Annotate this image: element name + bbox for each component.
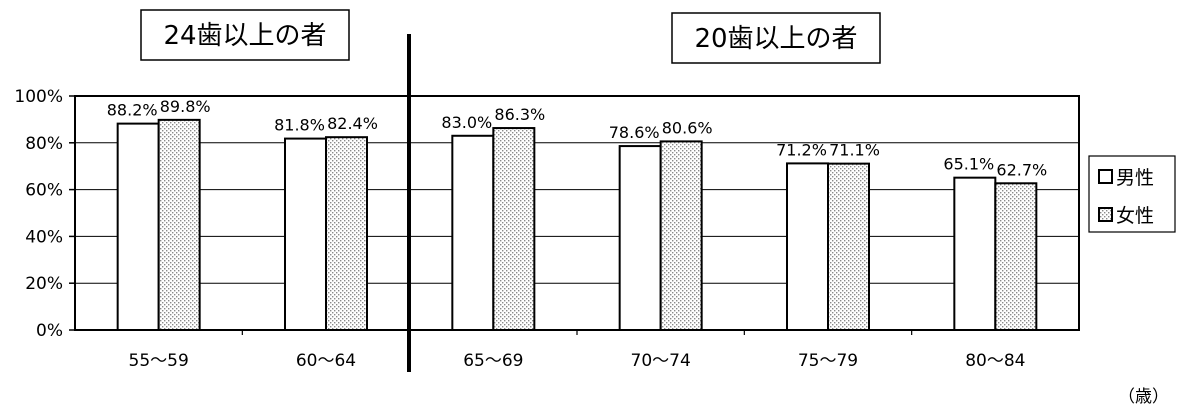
bar-female xyxy=(659,140,703,331)
group-label-2: 20歯以上の者 xyxy=(694,24,857,54)
bar-female xyxy=(157,118,201,331)
legend-label-female: 女性 xyxy=(1116,205,1154,227)
data-label-male: 65.1% xyxy=(943,155,994,174)
group-label-box-2 xyxy=(671,12,881,64)
data-label-female: 80.6% xyxy=(662,118,713,137)
bar-female xyxy=(827,162,870,331)
y-tick-label: 80% xyxy=(25,134,63,154)
bar-female xyxy=(325,136,368,331)
x-category-label: 70～74 xyxy=(631,351,691,371)
bar-male xyxy=(618,145,662,331)
data-label-female: 62.7% xyxy=(996,160,1047,179)
data-label-male: 71.2% xyxy=(776,140,827,159)
data-label-female: 71.1% xyxy=(829,141,880,160)
legend-label-male: 男性 xyxy=(1116,167,1154,189)
y-tick-label: 20% xyxy=(25,274,63,294)
bar-male xyxy=(284,137,327,331)
bar-male xyxy=(451,134,495,331)
legend-swatch-male xyxy=(1098,169,1113,184)
bar-female xyxy=(492,127,536,331)
bar-female xyxy=(994,182,1038,331)
data-label-female: 89.8% xyxy=(160,97,211,116)
bars xyxy=(116,118,1038,331)
x-category-label: 60～64 xyxy=(296,351,356,371)
data-label-male: 81.8% xyxy=(274,116,325,135)
data-label-male: 83.0% xyxy=(441,113,492,132)
group-label-1: 24歯以上の者 xyxy=(163,21,326,51)
group-label-box-1 xyxy=(140,9,350,61)
data-label-female: 82.4% xyxy=(327,114,378,133)
data-label-male: 78.6% xyxy=(609,123,660,142)
bar-male xyxy=(953,176,997,331)
data-labels: 88.2% 89.8% 81.8% 82.4% 83.0% 86.3% 78.6% 80.6%… xyxy=(107,97,1047,179)
data-label-male: 88.2% xyxy=(107,101,158,120)
gridlines xyxy=(75,142,1079,284)
y-axis: 0% 20% 40% 60% 80% 100% xyxy=(14,87,75,341)
x-category-label: 75～79 xyxy=(798,351,858,371)
bar-male xyxy=(786,162,829,331)
data-label-female: 86.3% xyxy=(494,105,545,124)
legend: 男性 女性 xyxy=(1088,155,1176,233)
y-tick-label: 60% xyxy=(25,181,63,201)
x-axis: 55～59 60～64 65～69 70～74 75～79 80～84 xyxy=(129,330,1025,371)
bar-male xyxy=(116,122,160,331)
x-category-label: 80～84 xyxy=(965,351,1025,371)
y-tick-label: 40% xyxy=(25,227,63,247)
legend-swatch-female xyxy=(1098,207,1113,222)
x-category-label: 65～69 xyxy=(463,351,523,371)
y-tick-label: 0% xyxy=(36,321,63,341)
x-category-label: 55～59 xyxy=(129,351,189,371)
y-tick-label: 100% xyxy=(14,87,63,107)
x-axis-unit: （歳） xyxy=(1118,387,1169,407)
plot-area xyxy=(74,95,1080,331)
